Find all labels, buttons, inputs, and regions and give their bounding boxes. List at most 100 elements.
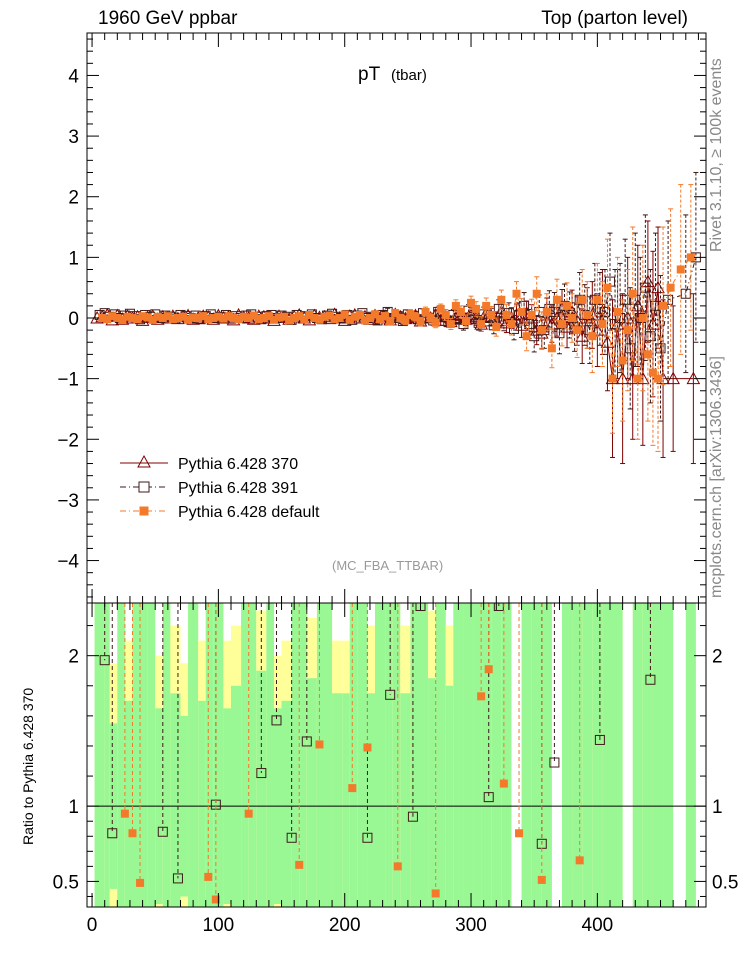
ratio-band-green: [400, 693, 411, 907]
data-point-default: [583, 310, 592, 319]
data-point-default: [547, 344, 556, 353]
analysis-annotation: (MC_FBA_TTBAR): [332, 558, 443, 573]
data-point-default: [371, 310, 380, 319]
legend-label-391: Pythia 6.428 391: [178, 480, 298, 497]
data-point-default: [411, 312, 420, 321]
data-point-391: [663, 294, 674, 305]
data-point-391: [645, 331, 656, 342]
data-point-default: [537, 326, 546, 335]
ratio-band-green: [453, 603, 464, 907]
ratio-band-green: [685, 603, 696, 907]
ratio-point-default: [295, 860, 304, 869]
ratio-point-391: [483, 792, 494, 803]
header-right: Top (parton level): [541, 8, 688, 29]
ratio-point-391: [549, 757, 560, 768]
ratio-band-green: [170, 693, 181, 907]
ratio-point-391: [407, 811, 418, 822]
ratio-band-green: [541, 603, 552, 907]
data-point-default: [598, 320, 607, 329]
ratio-point-default: [499, 779, 508, 788]
ratio-y-tick-label-right: 1: [712, 797, 723, 818]
ratio-band-green: [375, 603, 386, 907]
data-point-default: [416, 317, 425, 326]
ratio-band-green: [306, 678, 317, 907]
ratio-point-default: [515, 829, 524, 838]
y-tick-label: 4: [68, 66, 79, 87]
ratio-band-green: [521, 603, 532, 907]
ratio-point-391: [645, 674, 656, 685]
ratio-point-default: [537, 875, 546, 884]
ratio-point-391: [271, 715, 282, 726]
ratio-band-green: [281, 700, 292, 907]
ratio-band-green: [104, 603, 110, 907]
data-point-default: [446, 320, 455, 329]
ratio-band-green: [592, 603, 603, 907]
ratio-band-green: [612, 603, 623, 907]
data-point-default: [568, 314, 577, 322]
data-point-default: [638, 314, 647, 322]
data-point-default: [507, 320, 516, 329]
ratio-point-default: [575, 856, 584, 865]
data-point-default: [461, 317, 470, 326]
data-point-default: [436, 304, 445, 313]
ratio-band-green: [561, 603, 573, 907]
data-point-391: [599, 306, 610, 317]
ratio-band-green: [231, 685, 242, 907]
ratio-band-green: [256, 670, 267, 907]
legend-marker-370: [137, 454, 151, 468]
ratio-point-391: [301, 736, 312, 747]
ratio-point-default: [315, 740, 324, 749]
data-point-default: [517, 307, 526, 316]
data-point-default: [527, 310, 536, 319]
ratio-band-green: [602, 603, 613, 907]
ratio-point-391: [256, 768, 267, 779]
ratio-band-green: [241, 603, 249, 907]
ratio-point-391: [107, 828, 118, 839]
y-tick-label: 1: [68, 248, 79, 269]
ratio-band-green: [140, 603, 148, 907]
ratio-band-green: [385, 603, 393, 907]
legend-entry-default: Pythia 6.428 default: [120, 504, 320, 521]
ratio-point-391: [362, 832, 373, 843]
y-tick-label: 2: [68, 188, 79, 209]
ratio-point-391: [286, 832, 297, 843]
data-point-default: [340, 310, 349, 319]
ratio-band-green: [299, 603, 307, 907]
ratio-band-green: [147, 603, 156, 907]
data-point-default: [659, 301, 668, 310]
data-point-default: [482, 301, 491, 310]
ratio-band-green: [417, 603, 429, 907]
ratio-point-391: [415, 603, 426, 612]
legend-marker-391: [138, 481, 150, 493]
ratio-y-tick-label-left: 0.5: [53, 872, 79, 893]
ratio-band-green: [324, 603, 333, 907]
data-point-default: [552, 295, 561, 304]
data-point-default: [492, 323, 501, 332]
data-point-391: [493, 303, 504, 314]
ratio-band-green: [124, 700, 133, 907]
data-point-default: [588, 332, 597, 341]
ratio-point-default: [393, 862, 402, 871]
data-point-default: [676, 265, 685, 274]
data-point-default: [573, 326, 582, 335]
data-point-default: [487, 310, 496, 319]
ratio-y-tick-label-right: 2: [712, 647, 723, 668]
data-point-391: [655, 343, 666, 354]
data-point-default: [477, 320, 486, 329]
data-point-default: [386, 317, 395, 326]
ratio-band-green: [491, 603, 502, 907]
data-point-default: [401, 316, 410, 325]
ratio-point-default: [136, 878, 145, 887]
ratio-point-391: [385, 689, 396, 700]
ratio-band-green: [248, 603, 257, 907]
ratio-point-default: [244, 809, 253, 818]
series-line-0: [96, 281, 694, 380]
data-point-default: [666, 283, 675, 292]
data-point-default: [623, 326, 632, 335]
legend-entry-391: Pythia 6.428 391: [120, 480, 298, 497]
header-left: 1960 GeV ppbar: [98, 8, 238, 29]
data-point-default: [542, 307, 551, 316]
ratio-point-391: [99, 655, 110, 666]
ratio-band-green: [117, 603, 125, 907]
data-point-default: [497, 295, 506, 304]
